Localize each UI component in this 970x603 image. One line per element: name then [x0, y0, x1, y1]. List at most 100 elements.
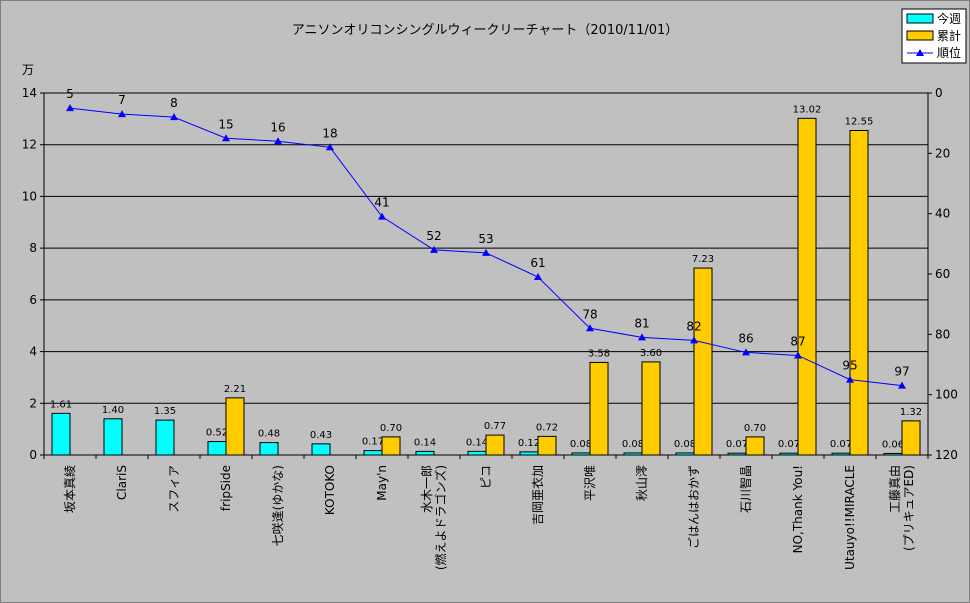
data-label-rank: 61 [530, 256, 545, 270]
bar-this-week [311, 443, 331, 456]
rank-marker [274, 137, 282, 145]
bar-this-week [519, 451, 539, 456]
data-label-this-week: 1.35 [154, 406, 176, 417]
x-tick-label: fripSide [219, 465, 233, 511]
legend-swatch [906, 30, 934, 41]
bar-this-week [883, 452, 903, 456]
bar-this-week [259, 442, 279, 456]
bar-total [745, 436, 765, 456]
bar-total [641, 361, 661, 456]
y-tick-label: 12 [22, 138, 37, 152]
x-tick-label: (プリキュアED) [902, 465, 916, 551]
data-label-this-week: 0.08 [674, 439, 696, 450]
data-label-this-week: 0.14 [414, 437, 436, 448]
y2-tick-label: 120 [935, 448, 958, 462]
y-tick-label: 6 [29, 293, 37, 307]
x-tick-label: May'n [375, 465, 389, 501]
rank-marker [482, 248, 490, 256]
data-label-this-week: 0.48 [258, 429, 280, 440]
data-label-total: 12.55 [845, 116, 874, 127]
rank-marker [222, 134, 230, 142]
bar-total [589, 361, 609, 456]
data-label-this-week: 0.07 [830, 439, 852, 450]
data-label-rank: 87 [790, 334, 805, 348]
data-label-total: 3.58 [588, 348, 610, 359]
data-label-rank: 86 [738, 331, 753, 345]
data-label-rank: 7 [118, 93, 126, 107]
legend-entry: 累計 [937, 28, 961, 43]
data-label-rank: 41 [374, 196, 389, 210]
rank-marker [430, 245, 438, 253]
bar-this-week [415, 450, 435, 456]
data-label-this-week: 0.08 [570, 439, 592, 450]
bar-this-week [207, 441, 227, 456]
data-label-total: 0.72 [536, 422, 558, 433]
data-label-rank: 95 [842, 359, 857, 373]
x-tick-label: 平沢唯 [583, 465, 597, 501]
x-tick-label: 工藤真由 [888, 465, 902, 513]
data-label-this-week: 0.14 [466, 437, 488, 448]
data-label-total: 0.70 [744, 423, 766, 434]
x-tick-label: 水木一郎 [420, 465, 434, 513]
y2-tick-label: 80 [935, 327, 950, 341]
bar-this-week [363, 450, 383, 456]
bar-this-week [831, 452, 851, 456]
x-tick-label: KOTOKO [323, 465, 337, 515]
x-tick-label: ピコ [479, 465, 493, 489]
data-label-this-week: 0.17 [362, 437, 384, 448]
x-tick-label: 秋山澪 [635, 465, 649, 501]
data-label-rank: 8 [170, 96, 178, 110]
data-label-total: 2.21 [224, 384, 246, 395]
bar-total [537, 435, 557, 456]
x-tick-label: 坂本真綾 [62, 465, 77, 513]
data-label-this-week: 1.40 [102, 405, 124, 416]
data-label-rank: 16 [270, 120, 285, 134]
data-label-this-week: 0.52 [206, 428, 228, 439]
data-label-this-week: 0.12 [518, 438, 540, 449]
data-label-total: 3.60 [640, 348, 662, 359]
bar-this-week [675, 452, 695, 456]
rank-marker [118, 110, 126, 118]
rank-marker [534, 273, 542, 281]
data-label-rank: 15 [218, 117, 233, 131]
y-tick-label: 8 [29, 241, 37, 255]
x-tick-label: 七咲逢(ゆかな) [270, 465, 285, 546]
data-label-this-week: 1.61 [50, 399, 72, 410]
bar-total [901, 420, 921, 456]
data-label-this-week: 0.08 [622, 439, 644, 450]
data-label-total: 13.02 [793, 104, 822, 115]
y-tick-label: 10 [22, 189, 37, 203]
data-label-this-week: 0.07 [726, 439, 748, 450]
bar-total [849, 129, 869, 456]
rank-marker [378, 212, 386, 220]
plot-area [44, 93, 928, 455]
rank-marker [794, 351, 802, 359]
legend-swatch-marker [916, 49, 924, 56]
y2-tick-label: 20 [935, 146, 950, 160]
chart-title: アニソンオリコンシングルウィークリーチャート（2010/11/01） [292, 23, 679, 38]
rank-marker [170, 113, 178, 121]
y-tick-label: 2 [29, 396, 37, 410]
x-tick-label: NO,Thank You! [791, 465, 805, 553]
y-tick-label: 14 [22, 86, 37, 100]
x-tick-label: ClariS [115, 465, 129, 500]
legend-entry: 順位 [937, 45, 961, 60]
x-tick-label: 吉岡亜衣加 [530, 465, 545, 525]
rank-marker [586, 324, 594, 332]
data-label-total: 0.77 [484, 421, 506, 432]
y2-tick-label: 60 [935, 267, 950, 281]
bar-total [693, 267, 713, 456]
data-label-this-week: 0.43 [310, 430, 332, 441]
x-tick-label: 石川智晶 [738, 465, 753, 513]
bar-this-week [571, 452, 591, 456]
bar-total [797, 117, 817, 456]
rank-marker [326, 143, 334, 151]
legend-swatch [906, 13, 934, 24]
rank-marker [898, 381, 906, 389]
bar-total [485, 434, 505, 456]
bar-this-week [779, 452, 799, 456]
data-label-rank: 52 [426, 229, 441, 243]
rank-marker [742, 348, 750, 356]
rank-marker [690, 336, 698, 344]
